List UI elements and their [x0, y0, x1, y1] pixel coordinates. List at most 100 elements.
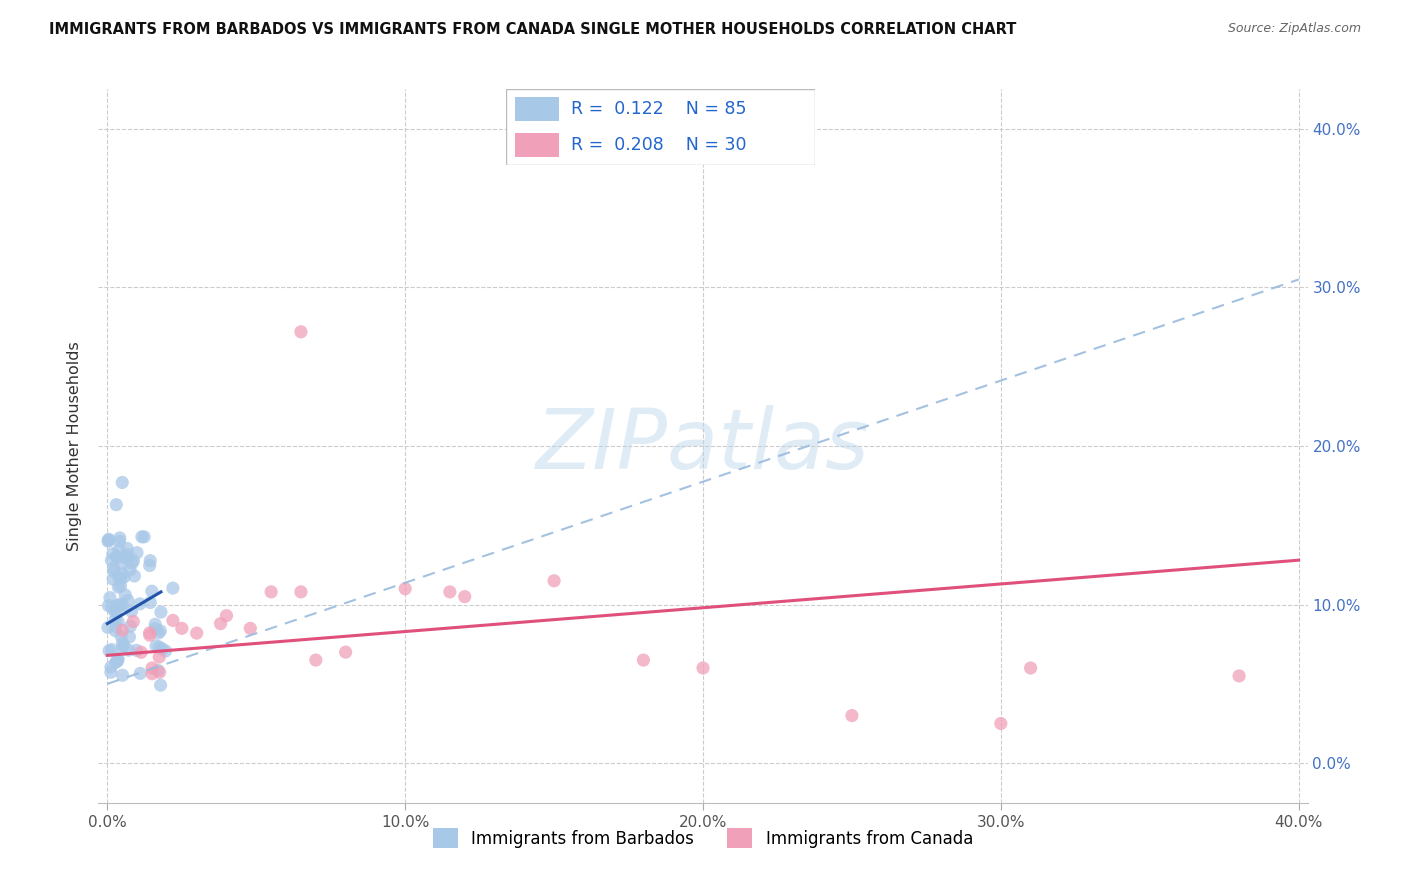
- Point: [107, 615, 129, 629]
- Point: [155, 644, 177, 658]
- Point: [454, 590, 477, 604]
- Point: [125, 643, 148, 657]
- Point: [239, 621, 262, 635]
- Point: [105, 549, 128, 564]
- Point: [122, 615, 145, 629]
- Point: [141, 661, 163, 675]
- Point: [117, 593, 139, 607]
- Point: [104, 619, 127, 633]
- Point: [97, 599, 120, 613]
- Point: [105, 654, 128, 668]
- Point: [108, 531, 131, 545]
- Point: [138, 625, 160, 640]
- Point: [110, 579, 132, 593]
- Point: [114, 550, 136, 565]
- FancyBboxPatch shape: [506, 89, 815, 165]
- Point: [107, 580, 129, 594]
- Point: [841, 708, 863, 723]
- Point: [110, 629, 132, 643]
- Point: [138, 558, 160, 573]
- Point: [100, 660, 122, 674]
- Point: [186, 626, 208, 640]
- Point: [107, 654, 129, 668]
- Point: [111, 636, 134, 650]
- Point: [150, 641, 173, 656]
- Point: [134, 530, 156, 544]
- Point: [104, 603, 127, 617]
- Point: [138, 628, 160, 642]
- Point: [122, 553, 145, 567]
- Point: [125, 546, 148, 560]
- Point: [107, 651, 129, 665]
- Point: [117, 548, 139, 562]
- Point: [111, 566, 134, 581]
- Point: [111, 668, 134, 682]
- Point: [110, 599, 132, 613]
- Point: [111, 623, 134, 637]
- Point: [112, 570, 135, 584]
- Point: [209, 616, 232, 631]
- Point: [129, 666, 152, 681]
- Point: [111, 641, 134, 656]
- Point: [148, 650, 170, 665]
- Point: [139, 554, 162, 568]
- Point: [117, 643, 139, 657]
- Point: [115, 541, 138, 556]
- Point: [107, 570, 129, 584]
- Point: [633, 653, 655, 667]
- Point: [110, 572, 132, 586]
- Point: [141, 584, 163, 599]
- Point: [101, 572, 124, 586]
- Point: [145, 639, 167, 653]
- Text: R =  0.208    N = 30: R = 0.208 N = 30: [571, 136, 747, 154]
- Point: [148, 665, 170, 680]
- Point: [148, 640, 170, 654]
- Point: [143, 622, 166, 636]
- Point: [128, 597, 150, 611]
- Point: [101, 547, 124, 561]
- Point: [170, 621, 193, 635]
- Point: [105, 550, 128, 565]
- FancyBboxPatch shape: [516, 133, 558, 158]
- Text: ZIPatlas: ZIPatlas: [536, 406, 870, 486]
- Point: [120, 563, 142, 577]
- Point: [139, 595, 162, 609]
- Point: [260, 585, 283, 599]
- Point: [141, 666, 163, 681]
- Point: [149, 605, 172, 619]
- Point: [103, 561, 125, 575]
- Point: [305, 653, 328, 667]
- Point: [114, 588, 136, 602]
- Point: [108, 598, 131, 612]
- Point: [111, 598, 134, 612]
- Point: [108, 534, 131, 549]
- Point: [111, 475, 134, 490]
- Point: [692, 661, 714, 675]
- Point: [104, 613, 127, 627]
- Point: [148, 626, 170, 640]
- Point: [543, 574, 565, 588]
- Point: [1019, 661, 1042, 675]
- Point: [104, 624, 127, 638]
- Point: [97, 534, 120, 549]
- Point: [121, 556, 143, 570]
- Point: [104, 605, 127, 619]
- Point: [131, 530, 153, 544]
- Text: IMMIGRANTS FROM BARBADOS VS IMMIGRANTS FROM CANADA SINGLE MOTHER HOUSEHOLDS CORR: IMMIGRANTS FROM BARBADOS VS IMMIGRANTS F…: [49, 22, 1017, 37]
- Legend: Immigrants from Barbados, Immigrants from Canada: Immigrants from Barbados, Immigrants fro…: [426, 822, 980, 855]
- Point: [100, 665, 122, 680]
- Point: [110, 557, 132, 571]
- Point: [146, 663, 169, 677]
- Point: [104, 656, 127, 670]
- Point: [162, 614, 184, 628]
- Point: [1227, 669, 1250, 683]
- Point: [100, 553, 122, 567]
- Point: [108, 543, 131, 558]
- Point: [103, 565, 125, 579]
- Point: [162, 581, 184, 595]
- Point: [290, 325, 312, 339]
- Point: [215, 608, 238, 623]
- FancyBboxPatch shape: [516, 97, 558, 121]
- Point: [990, 716, 1012, 731]
- Point: [143, 617, 166, 632]
